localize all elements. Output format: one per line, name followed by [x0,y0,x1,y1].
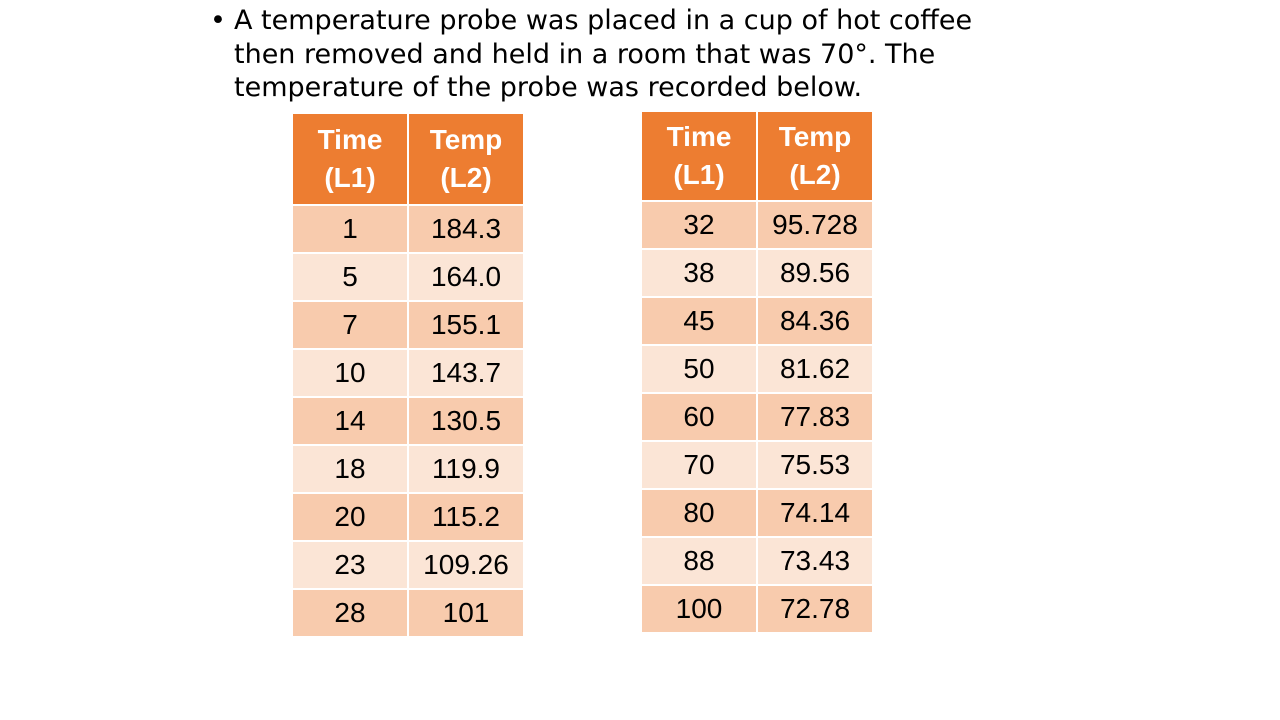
table-row: 1 184.3 [291,204,525,254]
time-cell: 60 [640,392,758,442]
table-row: 20 115.2 [291,492,525,542]
temp-cell: 143.7 [407,348,525,398]
table-row: 7 155.1 [291,300,525,350]
temp-cell: 155.1 [407,300,525,350]
time-cell: 23 [291,540,409,590]
table-row: 45 84.36 [640,296,874,346]
time-cell: 28 [291,588,409,638]
temp-cell: 72.78 [756,584,874,634]
table-row: 100 72.78 [640,584,874,634]
column-header-temp: Temp (L2) [407,112,525,206]
temp-cell: 81.62 [756,344,874,394]
temp-cell: 101 [407,588,525,638]
time-cell: 50 [640,344,758,394]
temp-cell: 109.26 [407,540,525,590]
bullet-icon: • [210,5,226,36]
intro-text: A temperature probe was placed in a cup … [234,5,973,103]
table-header-row: Time (L1) Temp (L2) [291,112,525,206]
column-header-temp: Temp (L2) [756,110,874,202]
temp-cell: 164.0 [407,252,525,302]
table-row: 18 119.9 [291,444,525,494]
data-table-right: Time (L1) Temp (L2) 32 95.728 38 89.56 45 8… [640,110,874,634]
time-cell: 18 [291,444,409,494]
time-cell: 38 [640,248,758,298]
intro-paragraph: • A temperature probe was placed in a cu… [210,4,1040,105]
time-cell: 7 [291,300,409,350]
temp-cell: 84.36 [756,296,874,346]
column-header-time: Time (L1) [640,110,758,202]
table-row: 60 77.83 [640,392,874,442]
table-row: 88 73.43 [640,536,874,586]
data-table-left: Time (L1) Temp (L2) 1 184.3 5 164.0 7 155.1… [291,112,525,638]
table-row: 14 130.5 [291,396,525,446]
temp-cell: 115.2 [407,492,525,542]
table-row: 5 164.0 [291,252,525,302]
temp-cell: 119.9 [407,444,525,494]
table-row: 10 143.7 [291,348,525,398]
table-row: 23 109.26 [291,540,525,590]
table-row: 50 81.62 [640,344,874,394]
temp-cell: 184.3 [407,204,525,254]
temp-cell: 74.14 [756,488,874,538]
temp-cell: 75.53 [756,440,874,490]
temp-cell: 130.5 [407,396,525,446]
time-cell: 100 [640,584,758,634]
time-cell: 10 [291,348,409,398]
time-cell: 80 [640,488,758,538]
table-row: 38 89.56 [640,248,874,298]
table-row: 70 75.53 [640,440,874,490]
temp-cell: 95.728 [756,200,874,250]
temp-cell: 73.43 [756,536,874,586]
time-cell: 14 [291,396,409,446]
table-row: 28 101 [291,588,525,638]
column-header-time: Time (L1) [291,112,409,206]
time-cell: 1 [291,204,409,254]
table-header-row: Time (L1) Temp (L2) [640,110,874,202]
time-cell: 88 [640,536,758,586]
time-cell: 32 [640,200,758,250]
time-cell: 20 [291,492,409,542]
table-row: 80 74.14 [640,488,874,538]
time-cell: 70 [640,440,758,490]
time-cell: 45 [640,296,758,346]
temp-cell: 77.83 [756,392,874,442]
table-row: 32 95.728 [640,200,874,250]
temp-cell: 89.56 [756,248,874,298]
time-cell: 5 [291,252,409,302]
